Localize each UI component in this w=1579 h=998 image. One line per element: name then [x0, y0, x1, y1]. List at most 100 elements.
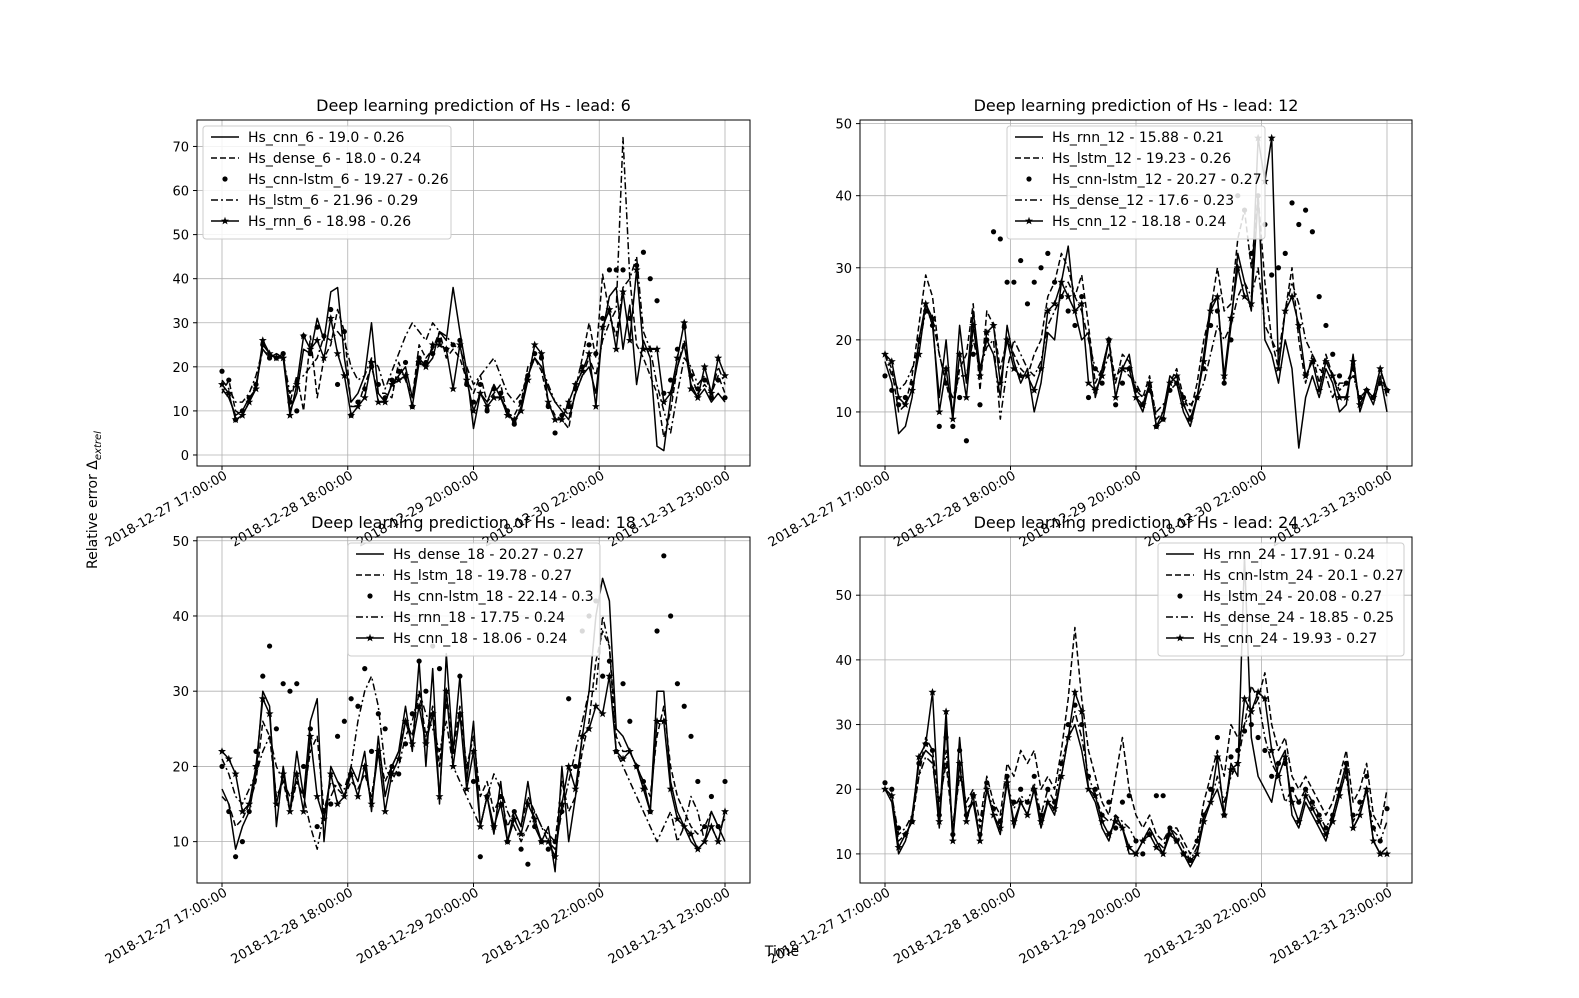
star-marker: [680, 822, 689, 830]
data-point: [1011, 279, 1017, 285]
star-marker: [544, 837, 553, 845]
star-marker: [1342, 393, 1351, 401]
data-point: [334, 381, 341, 388]
y-tick-label: 10: [835, 406, 852, 421]
data-point: [1221, 380, 1227, 386]
legend-star-marker: [221, 216, 229, 225]
data-point: [1357, 799, 1363, 805]
star-marker: [238, 411, 247, 419]
data-point: [239, 839, 245, 845]
star-marker: [921, 739, 930, 748]
star-marker: [279, 353, 288, 362]
chart-title: Deep learning prediction of Hs - lead: 1…: [974, 96, 1299, 115]
star-marker: [680, 318, 689, 327]
star-marker: [1227, 765, 1235, 774]
y-tick-label: 50: [835, 118, 852, 133]
star-marker: [299, 807, 308, 815]
data-point: [1113, 825, 1119, 831]
series-line: [884, 626, 1388, 855]
data-point: [1126, 793, 1132, 799]
series-dashdot: [884, 267, 1388, 420]
star-marker: [1199, 357, 1208, 365]
data-point: [1275, 760, 1282, 766]
star-marker: [666, 784, 675, 793]
star-marker: [619, 754, 627, 763]
data-point: [1248, 721, 1254, 728]
star-marker: [632, 265, 641, 274]
star-marker: [1016, 798, 1025, 806]
data-point: [1302, 207, 1309, 213]
star-marker: [258, 336, 267, 344]
data-point: [389, 377, 395, 383]
star-marker: [1084, 785, 1093, 793]
star-marker: [551, 852, 560, 861]
star-marker: [340, 371, 349, 379]
data-point: [1038, 265, 1044, 271]
star-marker: [231, 769, 240, 778]
star-marker: [523, 799, 532, 808]
star-marker: [1145, 830, 1154, 838]
star-marker: [894, 843, 903, 851]
data-point: [1262, 747, 1268, 754]
star-marker: [442, 345, 451, 353]
star-marker: [1091, 791, 1100, 800]
data-point: [1004, 279, 1010, 285]
series-line: [221, 273, 726, 439]
star-marker: [1233, 263, 1242, 272]
data-point: [950, 423, 956, 429]
star-marker: [989, 321, 998, 329]
star-marker: [1342, 765, 1351, 774]
data-point: [1296, 221, 1302, 228]
star-marker: [1301, 371, 1310, 380]
data-point: [260, 673, 266, 679]
data-point: [1269, 272, 1275, 278]
x-tick-label: 2018-12-31 23:00:00: [606, 885, 733, 967]
star-marker: [238, 807, 247, 815]
star-marker: [286, 411, 294, 419]
y-tick-label: 20: [835, 783, 852, 798]
data-point: [957, 394, 963, 401]
data-point: [647, 276, 653, 282]
data-point: [280, 681, 286, 687]
legend-star-marker: [1176, 633, 1184, 642]
star-marker: [942, 707, 950, 715]
star-marker: [245, 799, 254, 808]
star-marker: [707, 389, 716, 397]
star-marker: [639, 345, 648, 353]
star-marker: [921, 299, 930, 308]
star-marker: [224, 389, 233, 397]
data-point: [957, 747, 963, 754]
series-dashed: [884, 626, 1388, 855]
star-marker: [1037, 364, 1045, 373]
data-point: [566, 696, 572, 702]
data-point: [328, 801, 334, 807]
star-marker: [1064, 733, 1073, 741]
star-marker: [646, 807, 655, 815]
star-marker: [224, 754, 233, 763]
star-marker: [1274, 364, 1283, 373]
data-point: [722, 395, 728, 401]
star-marker: [714, 837, 723, 845]
data-point: [375, 381, 381, 388]
data-point: [586, 342, 592, 348]
legend-handle: [367, 593, 373, 599]
data-point: [722, 778, 728, 785]
star-marker: [1064, 292, 1073, 300]
x-tick-label: 2018-12-27 17:00:00: [103, 885, 230, 967]
star-marker: [578, 367, 587, 375]
data-point: [600, 315, 606, 321]
data-point: [1289, 200, 1295, 206]
data-point: [715, 823, 721, 830]
star-marker: [1376, 364, 1385, 373]
star-marker: [313, 336, 322, 344]
x-tick-label: 2018-12-31 23:00:00: [1268, 468, 1395, 550]
data-point: [1269, 773, 1275, 779]
star-marker: [374, 397, 383, 406]
star-marker: [948, 836, 957, 845]
star-marker: [1193, 393, 1201, 401]
star-marker: [700, 362, 709, 371]
data-point: [1018, 257, 1024, 264]
star-marker: [1301, 791, 1310, 800]
star-marker: [272, 353, 281, 362]
data-point: [328, 306, 334, 313]
